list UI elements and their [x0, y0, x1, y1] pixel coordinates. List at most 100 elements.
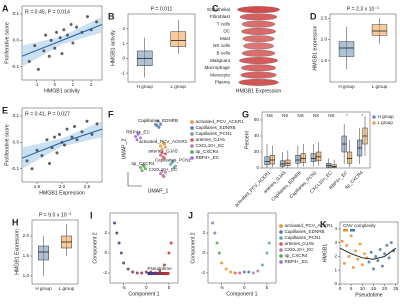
- violin: [241, 64, 276, 72]
- x-tick-label: L group: [59, 286, 75, 291]
- x-tick-label: H group: [338, 84, 355, 89]
- point: [169, 241, 173, 245]
- fit-line: [21, 128, 103, 159]
- point: [142, 164, 146, 168]
- point: [220, 261, 224, 265]
- annotation: R = 0.41, P = 0.027: [25, 111, 70, 117]
- point: [144, 167, 147, 171]
- legend-swatch: [279, 260, 283, 264]
- box: [269, 154, 275, 165]
- violin: [239, 13, 278, 21]
- point: [126, 267, 130, 271]
- panel-letter: F: [108, 109, 114, 119]
- plot-frame: [21, 5, 103, 81]
- x-tick-label: 2.5: [84, 184, 91, 189]
- legend-swatch: [372, 121, 376, 125]
- point: [229, 270, 233, 274]
- plot-frame: [329, 13, 397, 83]
- point: [164, 152, 167, 156]
- point: [251, 271, 255, 275]
- point: [80, 130, 84, 134]
- point: [374, 254, 378, 258]
- plot-frame: [207, 212, 277, 284]
- point: [69, 23, 73, 26]
- panel-letter: I: [90, 210, 93, 220]
- point: [156, 119, 160, 123]
- violin: [243, 42, 274, 50]
- violin: [241, 49, 276, 57]
- y-tick-label: 0.1: [13, 11, 20, 16]
- cluster-label: Capillaries_PCN1: [155, 158, 192, 163]
- legend-swatch: [372, 115, 376, 119]
- point: [233, 271, 237, 275]
- legend-swatch: [190, 156, 194, 160]
- point: [378, 248, 382, 252]
- legend-label: tip_CXCR4: [196, 149, 219, 154]
- point: [62, 28, 66, 32]
- legend-swatch: [279, 224, 283, 228]
- point: [170, 161, 174, 165]
- category-label: Monocyte: [210, 72, 230, 77]
- plot-frame: [31, 219, 79, 285]
- legend-swatch: [279, 236, 283, 240]
- point: [160, 169, 164, 173]
- point: [371, 267, 375, 271]
- plot-frame: [261, 111, 371, 169]
- point: [224, 267, 228, 271]
- y-tick-label: 0: [122, 56, 125, 61]
- cluster-label: RBP4+_EC: [126, 130, 150, 135]
- point: [356, 257, 360, 261]
- significance: NS: [328, 113, 334, 118]
- legend-label: Capillaries_EDNRB: [196, 125, 236, 130]
- point: [25, 159, 29, 163]
- x-tick-label: 1.5: [34, 184, 41, 189]
- y-axis-label: HMGB1 expression: [312, 25, 318, 70]
- point: [247, 270, 251, 274]
- violin: [241, 28, 276, 35]
- annotation: R = 0.45, P = 0.014: [25, 9, 70, 15]
- legend-label: CXCL10+_EC: [285, 247, 315, 252]
- y-tick-label: 2.5: [321, 15, 328, 20]
- point: [160, 147, 164, 151]
- point: [95, 122, 99, 126]
- point: [44, 33, 48, 37]
- legend-label: Capillaries_PCN1: [285, 235, 322, 240]
- violin: [242, 35, 275, 43]
- point: [215, 241, 219, 245]
- category-label: NK cells: [213, 43, 231, 48]
- panel-letter: A: [2, 3, 9, 13]
- x-tick-label: H group: [137, 84, 154, 89]
- legend-swatch: [190, 138, 194, 142]
- point: [238, 271, 242, 275]
- point: [159, 144, 162, 148]
- legend-label: L group: [378, 120, 394, 125]
- y-axis-label: HMGB1: [322, 244, 328, 263]
- y-tick-label: 0: [334, 281, 337, 286]
- point: [73, 125, 76, 128]
- point: [71, 41, 75, 45]
- legend-label: activated_PCV_ACKR1: [285, 223, 334, 228]
- x-tick-label: 20: [382, 286, 388, 291]
- point: [140, 169, 144, 173]
- point: [163, 142, 166, 146]
- point: [40, 154, 44, 158]
- point: [144, 270, 148, 274]
- violin: [240, 71, 277, 79]
- x-tick-label: 2.0: [59, 184, 66, 189]
- category-label: Endothelial: [207, 7, 230, 12]
- panel-letter: K: [320, 219, 327, 229]
- legend-swatch: [190, 144, 194, 148]
- legend-label: H group: [378, 114, 395, 119]
- plot-frame: [127, 13, 196, 83]
- point: [383, 252, 387, 256]
- point: [354, 249, 358, 253]
- category-label: B cells: [216, 50, 230, 55]
- x-tick-label: -5: [220, 285, 225, 290]
- box: [326, 162, 332, 168]
- axis-arrows: [127, 172, 142, 187]
- category-label: Macrophage: [204, 65, 230, 70]
- point: [119, 251, 123, 255]
- point: [385, 243, 389, 247]
- violin: [239, 57, 278, 64]
- legend-label: Capillaries_PCN1: [196, 131, 233, 136]
